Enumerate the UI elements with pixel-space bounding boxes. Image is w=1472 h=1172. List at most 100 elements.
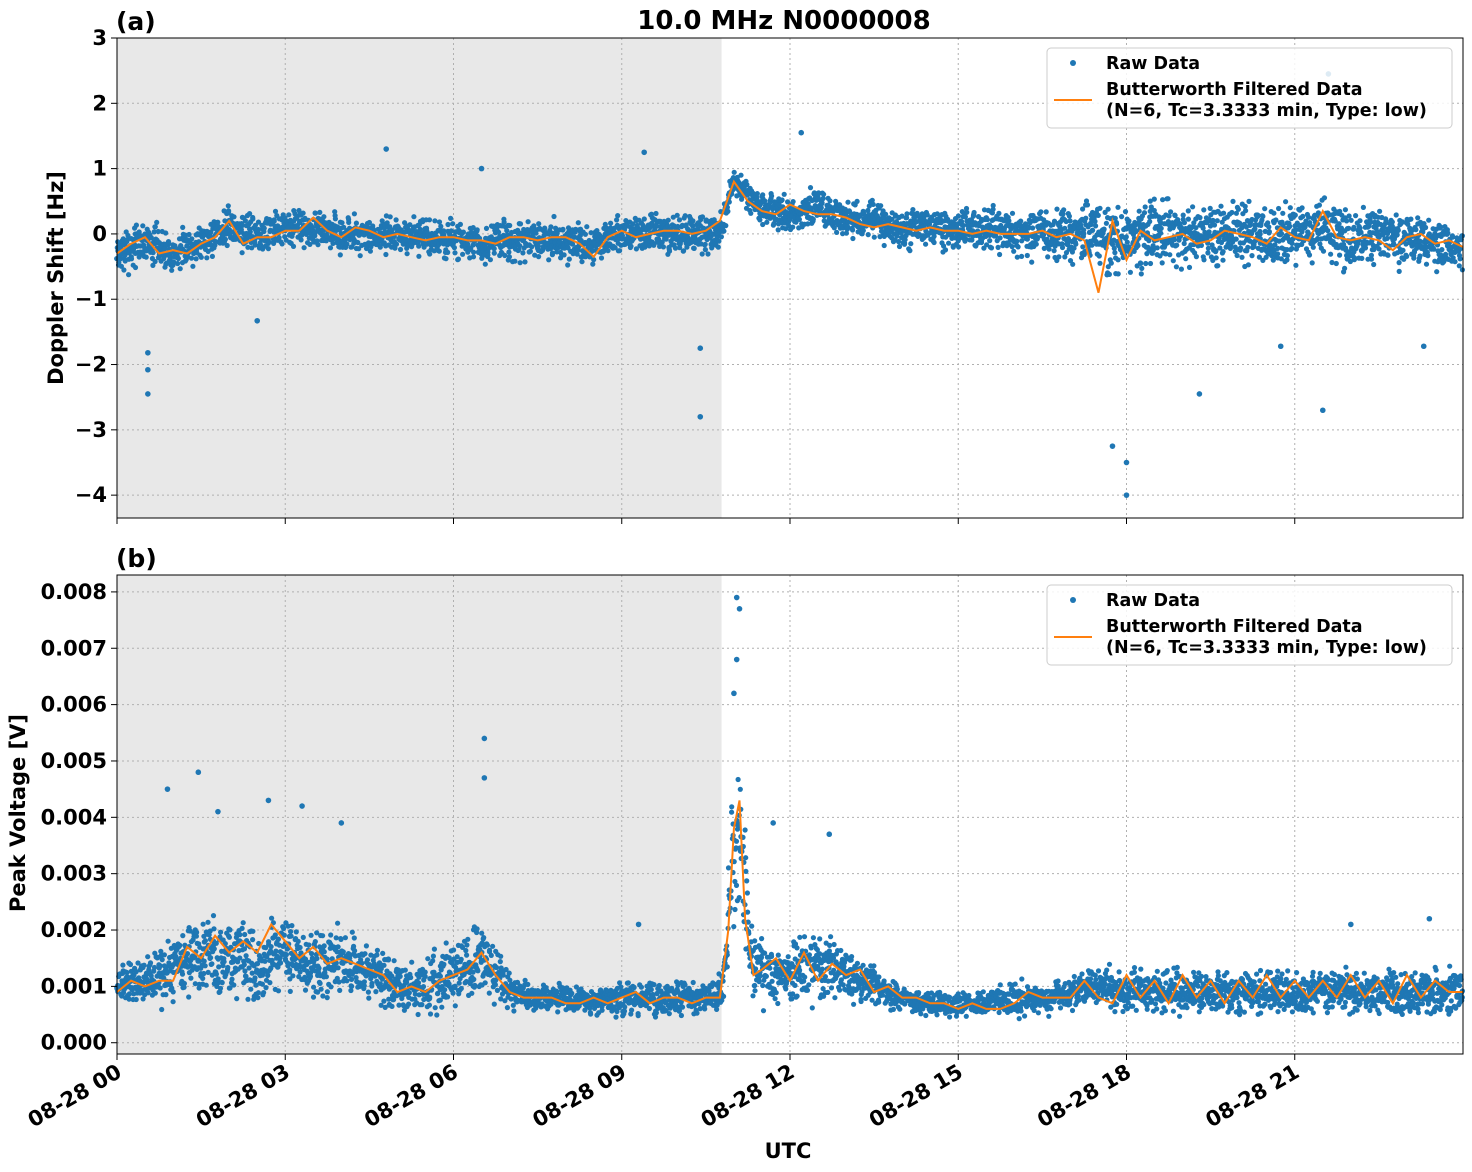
raw-data-point: [1172, 212, 1178, 218]
raw-data-point: [198, 254, 204, 260]
raw-data-point: [441, 232, 447, 238]
raw-data-point: [1257, 228, 1263, 235]
raw-data-point: [1059, 244, 1066, 251]
raw-data-point: [1097, 260, 1103, 266]
raw-data-points: [114, 71, 1465, 498]
raw-data-point: [1360, 204, 1366, 210]
raw-data-point: [231, 214, 237, 220]
raw-data-point: [482, 261, 488, 267]
raw-data-point: [337, 252, 343, 258]
raw-data-point: [525, 219, 531, 225]
raw-data-point: [1417, 253, 1423, 259]
raw-data-point: [200, 921, 206, 927]
raw-data-point: [1408, 216, 1414, 222]
raw-data-point: [351, 943, 357, 950]
raw-data-point: [931, 239, 937, 246]
raw-data-point: [676, 217, 683, 223]
raw-data-point: [288, 929, 294, 935]
raw-data-point: [351, 211, 357, 217]
raw-data-point: [1056, 254, 1062, 260]
raw-data-point: [208, 955, 214, 961]
raw-data-point: [1276, 205, 1282, 212]
raw-data-point: [871, 234, 877, 240]
raw-data-point: [261, 225, 267, 231]
raw-data-point: [126, 272, 132, 278]
raw-data-point: [978, 239, 985, 246]
raw-data-point: [240, 222, 246, 228]
raw-data-point: [203, 982, 209, 988]
raw-data-point: [406, 990, 412, 996]
raw-data-point: [1215, 263, 1221, 269]
raw-data-point: [362, 951, 368, 957]
raw-data-point: [409, 959, 415, 965]
raw-data-point: [1067, 218, 1073, 224]
raw-data-point: [901, 241, 908, 247]
raw-data-point: [309, 951, 315, 957]
raw-data-point: [212, 242, 218, 248]
raw-data-point: [1284, 253, 1290, 259]
raw-data-point: [1238, 245, 1244, 251]
raw-data-point: [151, 964, 158, 971]
raw-data-point: [172, 243, 178, 249]
raw-data-point: [996, 210, 1002, 216]
raw-data-point: [328, 932, 334, 938]
raw-data-point: [223, 229, 229, 236]
raw-data-point: [628, 243, 634, 249]
raw-data-point: [546, 257, 552, 263]
raw-data-point: [145, 954, 151, 960]
raw-data-point: [1214, 218, 1220, 224]
raw-data-point: [1009, 210, 1016, 216]
raw-data-point: [834, 229, 840, 235]
raw-data-point: [987, 238, 993, 244]
raw-data-point: [448, 215, 454, 221]
raw-data-point: [307, 241, 313, 247]
raw-data-point: [293, 929, 299, 935]
raw-data-point: [697, 345, 704, 352]
raw-data-point: [1173, 264, 1179, 270]
raw-data-point: [152, 990, 158, 996]
raw-data-point: [1083, 215, 1089, 221]
raw-data-point: [1135, 243, 1141, 249]
raw-data-point: [1316, 202, 1322, 208]
raw-data-point: [432, 218, 438, 224]
raw-data-point: [124, 238, 130, 244]
raw-data-point: [275, 988, 282, 994]
raw-data-point: [261, 990, 267, 996]
raw-data-point: [517, 221, 524, 227]
raw-data-point: [757, 217, 763, 223]
panel-label-a: (a): [116, 7, 156, 36]
raw-data-point: [336, 979, 342, 985]
raw-data-point: [781, 191, 787, 197]
raw-data-point: [1106, 271, 1112, 277]
raw-data-point: [1321, 195, 1328, 201]
raw-data-point: [582, 231, 589, 237]
raw-data-point: [165, 938, 171, 944]
raw-data-point: [910, 207, 916, 213]
raw-data-point: [1333, 260, 1339, 267]
raw-data-point: [415, 980, 422, 986]
raw-data-point: [1029, 259, 1035, 265]
raw-data-point: [1185, 216, 1191, 222]
raw-data-point: [790, 224, 796, 230]
raw-data-point: [181, 984, 187, 990]
raw-data-point: [465, 241, 471, 247]
raw-data-point: [381, 962, 387, 968]
y-tick-label: 0: [92, 222, 107, 246]
raw-data-point: [1260, 213, 1266, 219]
raw-data-point: [1439, 247, 1445, 253]
raw-data-point: [501, 216, 507, 222]
raw-data-point: [383, 251, 389, 258]
raw-data-point: [328, 984, 334, 990]
raw-data-point: [255, 990, 261, 996]
raw-data-point: [1230, 198, 1236, 204]
raw-data-point: [1266, 224, 1272, 230]
raw-data-point: [353, 220, 359, 226]
raw-data-point: [295, 938, 301, 945]
raw-data-point: [1229, 209, 1235, 216]
raw-data-point: [1357, 218, 1363, 224]
raw-data-point: [140, 223, 146, 229]
raw-data-point: [705, 251, 711, 257]
raw-data-point: [1393, 212, 1399, 218]
raw-data-point: [1423, 261, 1430, 267]
raw-data-point: [718, 234, 725, 240]
